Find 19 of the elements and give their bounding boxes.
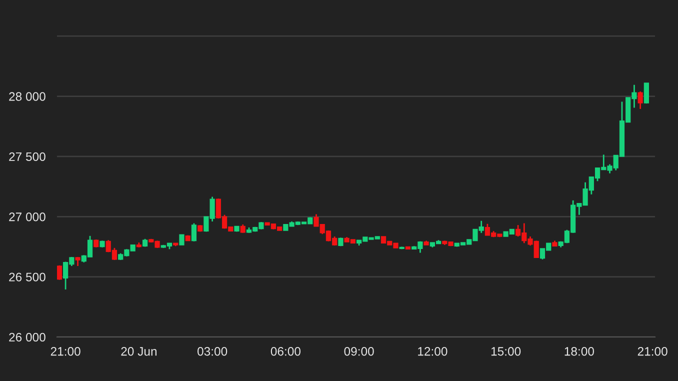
candlestick — [638, 90, 643, 110]
candlestick — [179, 234, 184, 246]
x-tick-label: 06:00 — [270, 347, 300, 356]
y-tick-label: 27 500 — [9, 152, 46, 162]
candlestick — [644, 82, 649, 104]
y-tick-label: 27 000 — [9, 212, 46, 222]
y-tick-label: 26 500 — [9, 272, 46, 282]
x-tick-label: 09:00 — [344, 347, 374, 356]
y-tick-label: 28 000 — [9, 92, 46, 101]
x-tick-label: 20 Jun — [121, 347, 156, 356]
x-tick-label: 21:00 — [638, 347, 668, 356]
x-tick-label: 12:00 — [418, 347, 448, 356]
x-tick-label: 15:00 — [491, 347, 521, 356]
x-tick-label: 18:00 — [564, 347, 594, 356]
y-tick-label: 26 000 — [9, 332, 46, 342]
x-tick-label: 03:00 — [197, 347, 228, 356]
candlestick — [57, 264, 62, 281]
x-tick-label: 21:00 — [50, 347, 80, 356]
candlestick — [191, 222, 197, 242]
